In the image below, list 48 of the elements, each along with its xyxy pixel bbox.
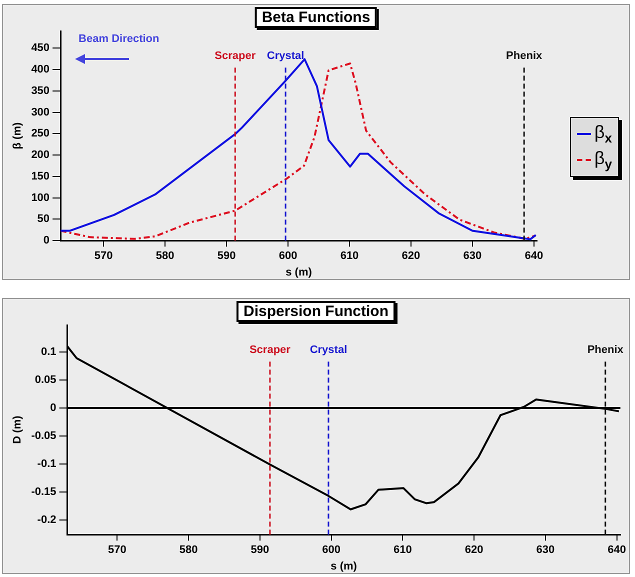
ref-line-label: Crystal <box>266 50 304 62</box>
x-tick-label: 580 <box>179 544 198 556</box>
x-tick-label: 590 <box>217 250 236 262</box>
x-tick-label: 630 <box>536 544 555 556</box>
x-tick-label: 640 <box>524 250 544 262</box>
chart-title: Beta Functions <box>254 7 378 28</box>
x-tick-label: 580 <box>156 250 174 262</box>
ref-line-label: Phenix <box>587 344 624 356</box>
y-tick-label: 0 <box>50 402 56 414</box>
y-tick-label: 250 <box>31 128 50 140</box>
y-tick-label: 0 <box>43 234 50 247</box>
y-tick-label: 150 <box>31 170 50 182</box>
y-axis-title: D (m) <box>12 415 24 444</box>
x-tick-label: 570 <box>94 250 113 262</box>
y-tick-label: 400 <box>31 64 50 76</box>
y-tick-label: 100 <box>31 192 50 204</box>
x-tick-label: 620 <box>464 544 484 556</box>
y-tick-label: 350 <box>31 84 50 97</box>
annotation: Beam Direction <box>78 33 160 46</box>
x-tick-label: 640 <box>608 544 626 556</box>
y-tick-label: 450 <box>31 42 50 54</box>
x-tick-label: 600 <box>322 544 341 556</box>
y-tick-label: 50 <box>37 213 50 226</box>
ref-line-label: Scraper <box>249 344 292 356</box>
ref-line-label: Crystal <box>310 344 348 356</box>
y-tick-label: -0.1 <box>37 458 56 470</box>
y-tick-label: 0.05 <box>34 374 56 386</box>
x-tick-label: 630 <box>463 250 482 262</box>
x-axis-title: s (m) <box>330 560 358 572</box>
y-tick-label: -0.05 <box>31 430 56 442</box>
y-tick-label: 0.1 <box>40 346 56 358</box>
chart-title: Dispersion Function <box>236 301 396 322</box>
x-tick-label: 600 <box>278 250 298 262</box>
legend-label: β$_{y}$ <box>594 148 612 172</box>
y-tick-label: -0.2 <box>37 514 56 526</box>
x-tick-label: 610 <box>394 544 412 556</box>
legend-label: β$_{x}$ <box>594 122 612 146</box>
x-axis-title: s (m) <box>286 266 312 278</box>
y-axis-title: β (m) <box>12 122 24 150</box>
y-tick-label: -0.15 <box>31 486 56 498</box>
y-tick-label: 300 <box>31 106 50 118</box>
x-tick-label: 590 <box>250 544 270 556</box>
ref-line-label: Scraper <box>214 50 256 62</box>
y-tick-label: 200 <box>31 149 50 162</box>
ref-line-label: Phenix <box>506 50 543 62</box>
x-tick-label: 570 <box>108 544 126 556</box>
x-tick-label: 610 <box>340 250 359 262</box>
x-tick-label: 620 <box>402 250 420 262</box>
